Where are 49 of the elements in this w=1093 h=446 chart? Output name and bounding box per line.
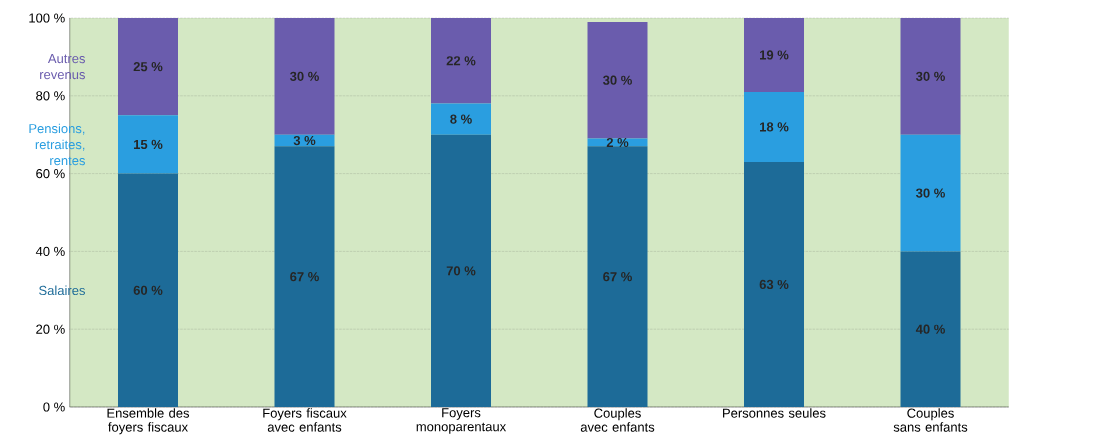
bar [431, 134, 491, 407]
data-label: 18 % [760, 122, 789, 132]
data-label: 25 % [133, 62, 163, 72]
data-label: 67 % [290, 272, 319, 282]
data-label: 40 % [915, 324, 945, 334]
data-label: 30 % [289, 71, 319, 81]
y-tick-label: 80 % [36, 91, 65, 101]
bar [587, 21, 648, 139]
bar [744, 91, 804, 162]
data-label: 22 % [446, 56, 476, 66]
bar [274, 146, 335, 407]
bar [900, 134, 961, 252]
data-label: 67 % [603, 272, 632, 282]
bar [900, 18, 961, 135]
data-label: 63 % [759, 279, 789, 290]
data-label: 30 % [915, 188, 945, 198]
data-label: 15 % [134, 139, 163, 150]
y-tick-label: 100 % [29, 13, 65, 23]
text: Salaires [39, 285, 85, 296]
data-label: 2 % [606, 137, 629, 148]
bar [744, 161, 804, 407]
x-tick-label: Ensemble des foyers fiscaux [107, 408, 190, 435]
data-label: 19 % [760, 50, 789, 60]
x-tick-label: Couples avec enfants [580, 408, 655, 432]
bar [431, 103, 491, 135]
data-label: 30 % [915, 71, 945, 81]
data-label: 60 % [133, 285, 163, 295]
text: Autres revenus [40, 54, 85, 80]
y-tick-label: 20 % [36, 324, 65, 334]
bar [274, 18, 335, 135]
bar [118, 115, 178, 174]
data-label: 3 % [293, 135, 316, 146]
x-tick-label: Foyers monoparentaux [416, 408, 507, 434]
bar [118, 173, 178, 407]
text: Pensions, retraites, rentes [29, 123, 85, 166]
data-label: 70 % [446, 266, 476, 276]
bar [118, 18, 178, 116]
x-tick-label: Personnes seules [723, 408, 826, 418]
bar [587, 146, 648, 407]
bar [744, 18, 804, 92]
bar [431, 18, 491, 104]
x-tick-label: Couples sans enfants [893, 408, 968, 432]
y-tick-label: 40 % [35, 246, 65, 256]
y-tick-label: 60 % [36, 168, 65, 179]
bar [900, 251, 961, 407]
y-tick-label: 0 % [43, 402, 65, 412]
x-tick-label: Foyers fiscaux avec enfants [263, 408, 347, 432]
data-label: 30 % [602, 75, 632, 85]
data-label: 8 % [450, 114, 472, 124]
